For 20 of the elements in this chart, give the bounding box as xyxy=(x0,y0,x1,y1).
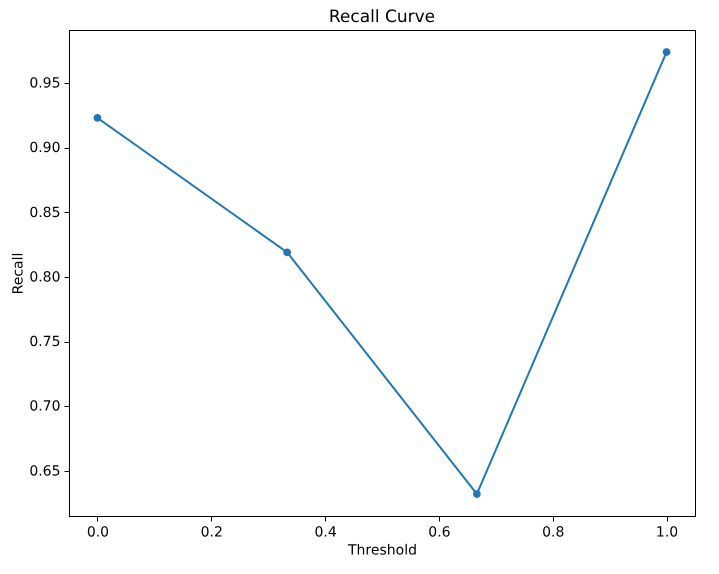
x-tick-label: 0.6 xyxy=(428,524,451,540)
y-tick-label: 0.70 xyxy=(29,398,60,415)
y-tick-label: 0.75 xyxy=(29,334,60,350)
x-tick-label: 0.2 xyxy=(200,524,223,540)
y-tick-label: 0.65 xyxy=(29,463,60,480)
point xyxy=(472,490,481,498)
y-axis-title: Recall xyxy=(10,252,26,294)
point xyxy=(662,48,670,56)
x-tick-label: 0.8 xyxy=(542,524,564,540)
y-tick-label: 0.80 xyxy=(29,269,60,286)
y-tick-label: 0.90 xyxy=(29,140,60,156)
chart-title: Recall Curve xyxy=(328,7,436,27)
x-tick-label: 1.0 xyxy=(656,524,678,540)
x-tick-label: 0.4 xyxy=(314,524,337,540)
y-tick-label: 0.95 xyxy=(29,75,60,92)
point xyxy=(94,114,102,122)
x-tick-label: 0.0 xyxy=(86,524,110,540)
point xyxy=(283,248,292,256)
x-axis-title: Threshold xyxy=(347,542,417,558)
y-tick-label: 0.85 xyxy=(29,204,60,221)
